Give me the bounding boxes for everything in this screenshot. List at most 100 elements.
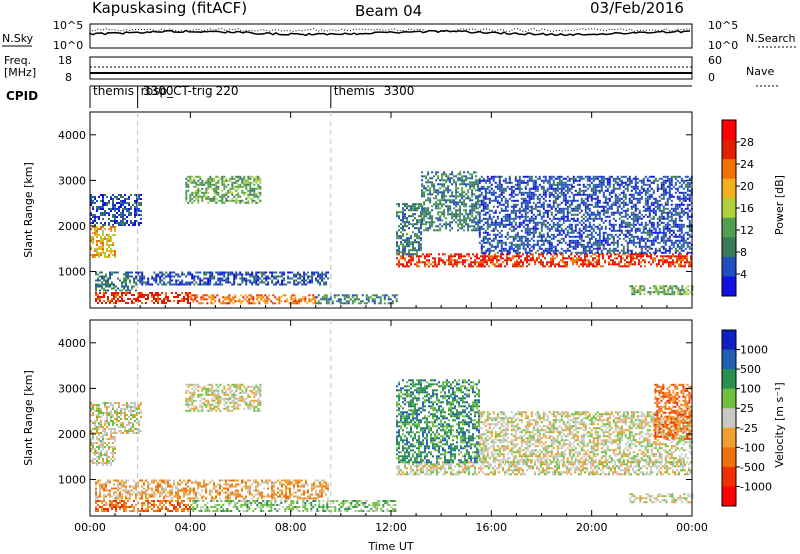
power-colorbar: 4 8 12 16 20 24 28 [721,119,754,297]
colorbar-cell-6 [722,447,736,468]
freq-tick-bottom: 8 [65,71,72,84]
cpid-segment-name-2: themis [334,84,375,98]
colorbar-cell-3 [722,388,736,409]
colorbar-tick-label-5: 24 [740,158,754,171]
heatmap-region-11 [478,175,693,254]
colorbar-tick-label-2: 100 [740,383,761,396]
colorbar-frame [721,329,737,507]
colorbar-cell-7 [722,466,736,487]
colorbar-cell-1 [722,139,736,160]
colorbar-cell-7 [722,256,736,277]
station-title: Kapuskasing (fitACF) [92,0,247,17]
colorbar-cell-1 [722,349,736,370]
cpid-segment-id-1: 220 [216,84,239,98]
colorbar-cell-5 [722,427,736,448]
heatmap-region-1 [90,402,142,434]
velocity-colorbar-label: Velocity [m s⁻¹] [773,382,786,467]
colorbar-tick-label-7: -1000 [740,480,772,493]
freq-label-bottom: [MHz] [4,66,36,79]
date-title: 03/Feb/2016 [590,0,684,17]
colorbar-cell-8 [722,486,736,507]
colorbar-cell-0 [722,120,736,141]
x-tick-label-1: 04:00 [174,521,206,534]
colorbar-cell-2 [722,159,736,180]
x-tick-label-0: 00:00 [74,521,106,534]
heatmap-region-4 [95,500,191,512]
heatmap-region-7 [396,379,480,464]
cpid-segment-id-0: 3300 [143,84,174,98]
nave-tick-top: 60 [708,54,722,67]
velocity-heatmap [90,379,694,512]
heatmap-region-5 [95,292,191,304]
colorbar-cell-3 [722,178,736,199]
colorbar-tick-label-4: -25 [740,422,758,435]
nave-tick-bottom: 0 [708,71,715,84]
colorbar-tick-label-0: 4 [740,268,747,281]
power-heatmap [90,171,694,305]
heatmap-region-10 [421,171,480,232]
y-tick-label-1: 2000 [58,428,86,441]
power-axes: 1000 2000 3000 4000 [58,112,693,308]
heatmap-region-9 [396,203,422,256]
heatmap-region-2 [185,175,262,204]
power-colorbar-label: Power [dB] [773,175,786,235]
y-tick-label-1: 2000 [58,220,86,233]
colorbar-cell-6 [722,237,736,258]
freq-panel [89,56,693,80]
heatmap-region-12 [629,285,694,296]
power-ylabel: Slant Range [km] [22,162,35,258]
cpid-label: CPID [6,89,38,103]
nsky-tick-bottom: 10^0 [53,39,83,52]
colorbar-cell-2 [722,369,736,390]
x-tick-label-2: 08:00 [275,521,307,534]
heatmap-region-8 [478,411,693,464]
y-tick-label-2: 3000 [58,382,86,395]
heatmap-region-0 [90,226,116,258]
nsky-trace [89,27,691,37]
colorbar-tick-label-1: 500 [740,363,761,376]
y-tick-label-2: 3000 [58,174,86,187]
colorbar-tick-label-1: 8 [740,246,747,259]
nsearch-tick-bottom: 10^0 [708,39,738,52]
beam-title: Beam 04 [355,2,422,20]
colorbar-cell-8 [722,276,736,297]
heatmap-region-1 [90,194,142,226]
cpid-segment-name-1: rbsp_CT-trig [141,84,213,98]
nsearch-tick-top: 10^5 [708,19,738,32]
x-axis-title: Time UT [367,540,413,553]
heatmap-region-6 [190,294,317,305]
nsky-tick-top: 10^5 [53,19,83,32]
colorbar-tick-label-5: -100 [740,441,765,454]
velocity-colorbar: 1000 500 100 25 -25 -100 -500 -1000 [721,329,772,507]
cpid-segment-id-2: 3300 [384,84,415,98]
y-tick-label-0: 1000 [58,474,86,487]
heatmap-region-4 [135,271,330,286]
x-tick-label-6: 00:00 [676,521,708,534]
freq-tick-top: 18 [58,54,72,67]
y-tick-label-3: 4000 [58,337,86,350]
nave-label: Nave [746,65,774,78]
velocity-ylabel: Slant Range [km] [22,370,35,466]
nsky-line [89,29,691,37]
freq-label-top: Freq. [4,54,31,67]
heatmap-region-0 [90,434,116,466]
colorbar-tick-label-2: 12 [740,224,754,237]
velocity-axes: 1000 2000 3000 4000 00:00 04:00 08:00 12:00 16:0… [58,320,708,534]
colorbar-cell-4 [722,198,736,219]
colorbar-cell-4 [722,408,736,429]
heatmap-region-3 [95,271,137,292]
heatmap-region-6 [396,461,692,476]
colorbar-tick-label-0: 1000 [740,344,768,357]
x-tick-label-3: 12:00 [375,521,407,534]
colorbar-tick-label-3: 16 [740,202,754,215]
colorbar-tick-label-6: 28 [740,136,754,149]
nsky-panel [89,23,693,49]
colorbar-tick-label-6: -500 [740,461,765,474]
x-tick-label-5: 20:00 [576,521,608,534]
colorbar-tick-label-3: 25 [740,402,754,415]
heatmap-region-5 [190,500,397,512]
nsky-label: N.Sky [2,32,34,45]
colorbar-tick-label-4: 20 [740,180,754,193]
